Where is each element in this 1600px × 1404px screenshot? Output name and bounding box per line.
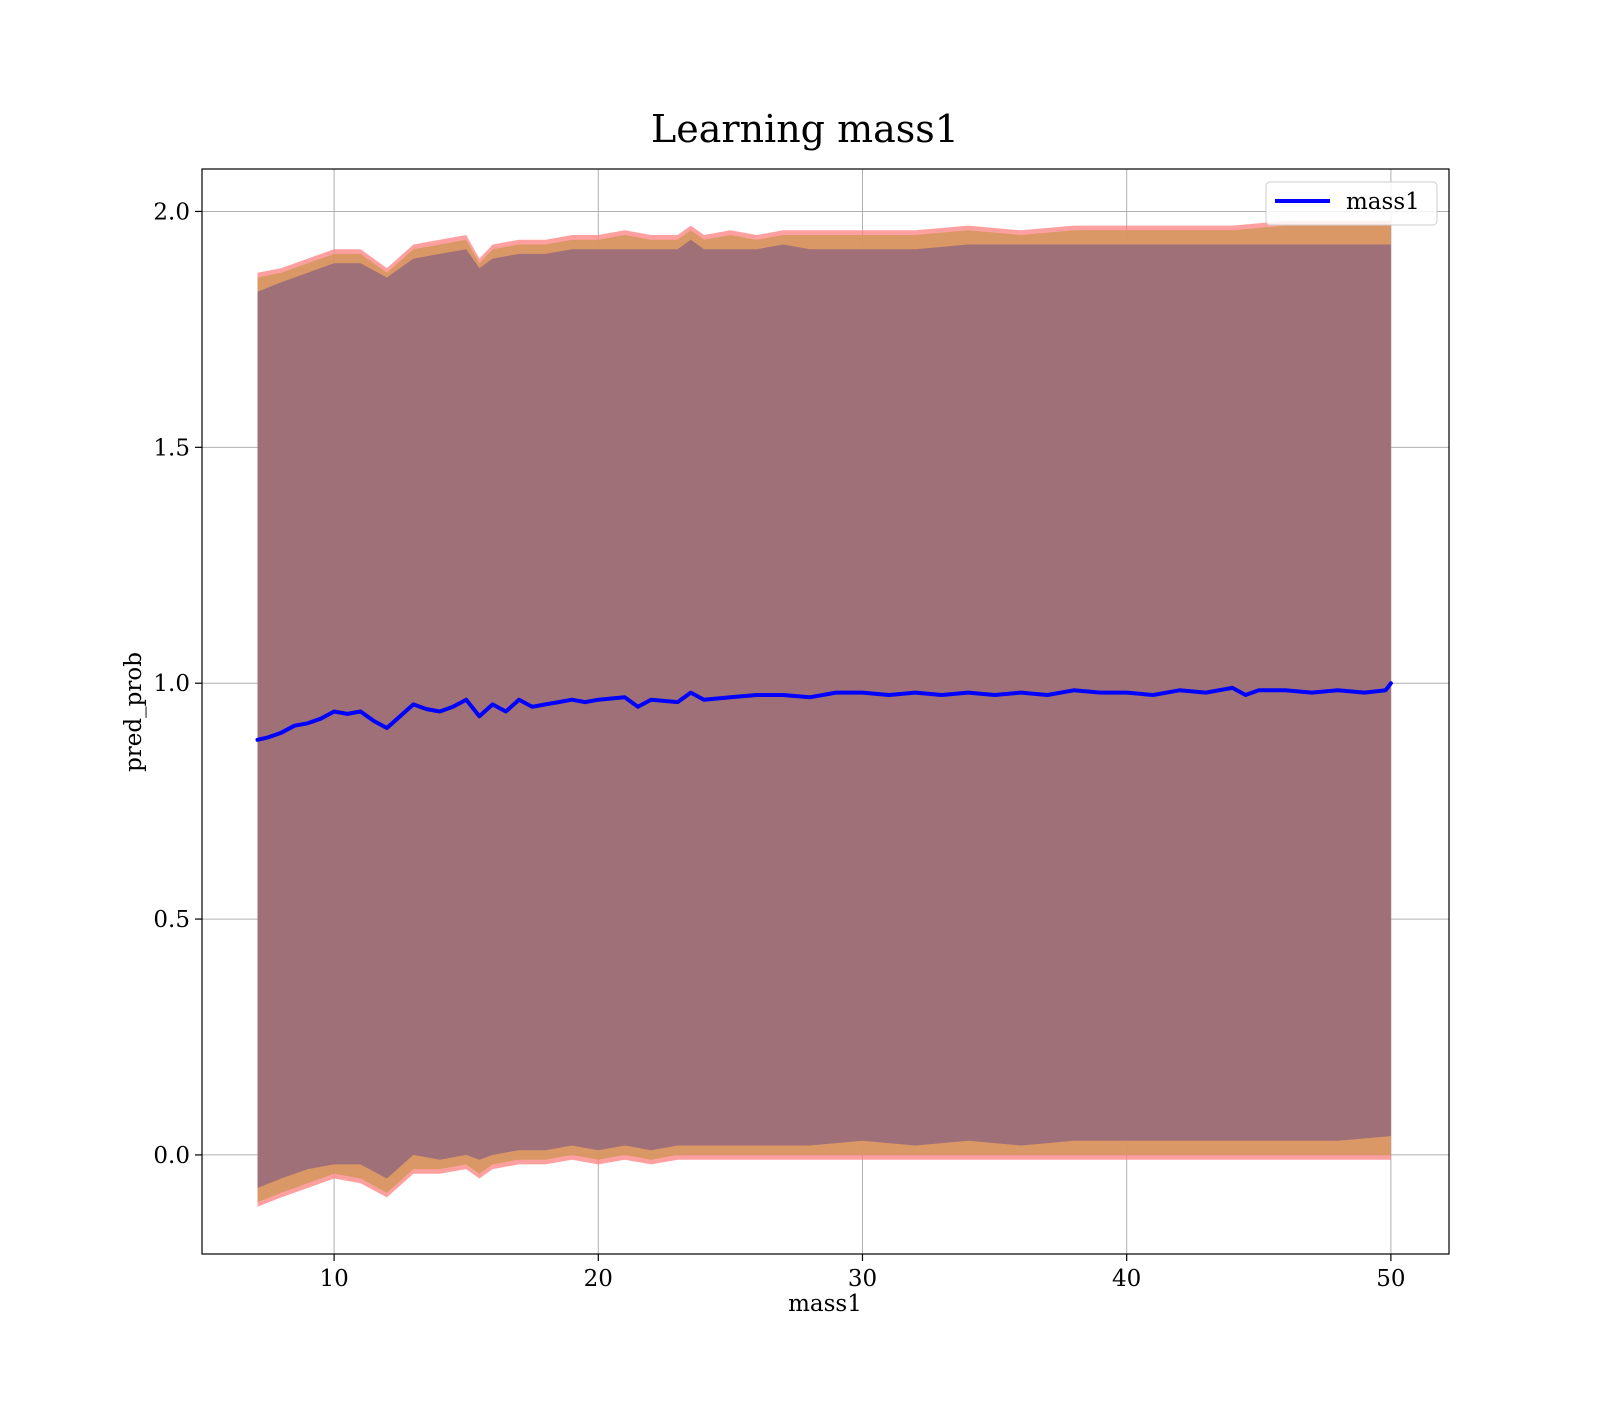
x-tick-label: 10 <box>319 1266 348 1292</box>
y-tick-label: 0.0 <box>153 1143 190 1169</box>
chart-title: Learning mass1 <box>651 107 959 151</box>
y-axis-label: pred_prob <box>121 652 147 772</box>
y-tick-label: 0.5 <box>153 907 190 933</box>
x-tick-label: 30 <box>848 1266 877 1292</box>
x-axis-label: mass1 <box>788 1291 862 1317</box>
legend: mass1 <box>1265 181 1438 226</box>
y-tick-label: 1.5 <box>153 435 190 461</box>
band-layer <box>257 220 1391 1207</box>
legend-box <box>1265 181 1438 226</box>
tick-layer: 10 20 30 40 50 0.0 0.5 1.0 1.5 2.0 <box>153 199 1405 1292</box>
band-area-2 <box>257 239 1391 1189</box>
x-tick-label: 20 <box>584 1266 613 1292</box>
y-tick-label: 1.0 <box>153 671 190 697</box>
x-tick-label: 40 <box>1112 1266 1141 1292</box>
legend-label-mass1: mass1 <box>1346 189 1420 215</box>
plot-frame <box>201 168 1450 1255</box>
y-tick-label: 2.0 <box>153 199 190 225</box>
series-line-mass1 <box>255 681 1393 742</box>
x-tick-label: 50 <box>1376 1266 1405 1292</box>
line-layer <box>255 681 1393 742</box>
